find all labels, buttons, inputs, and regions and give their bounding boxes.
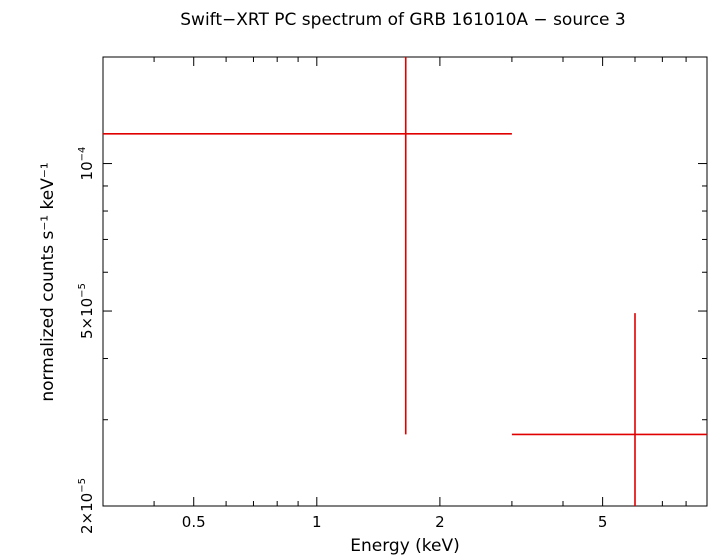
x-tick-label: 0.5 [182, 513, 206, 531]
data-points [103, 57, 707, 506]
data-point [511, 313, 707, 506]
x-tick-label: 5 [598, 513, 608, 531]
x-tick-label: 1 [312, 513, 322, 531]
x-tick-labels: 0.5 1 2 5 [182, 513, 608, 531]
y-axis-label: normalized counts s⁻¹ keV⁻¹ [38, 162, 58, 401]
y-tick-label: 5×10−5 [77, 283, 96, 339]
y-tick-exponent: −5 [77, 478, 88, 493]
y-tick-label: 2×10−5 [77, 478, 96, 534]
axis-ticks [102, 57, 708, 507]
chart-title: Swift−XRT PC spectrum of GRB 161010A − s… [180, 10, 626, 30]
y-tick-labels: 2×10−55×10−510−4 [77, 147, 96, 534]
data-point [103, 57, 512, 435]
y-tick-base: 2×10 [78, 493, 96, 534]
y-tick-exponent: −4 [77, 147, 88, 162]
y-tick-base: 10 [78, 161, 96, 180]
x-tick-label: 2 [435, 513, 445, 531]
x-axis-label: Energy (keV) [350, 536, 460, 556]
y-tick-exponent: −5 [77, 283, 88, 298]
y-tick-label: 10−4 [77, 147, 96, 181]
y-tick-base: 5×10 [78, 298, 96, 339]
